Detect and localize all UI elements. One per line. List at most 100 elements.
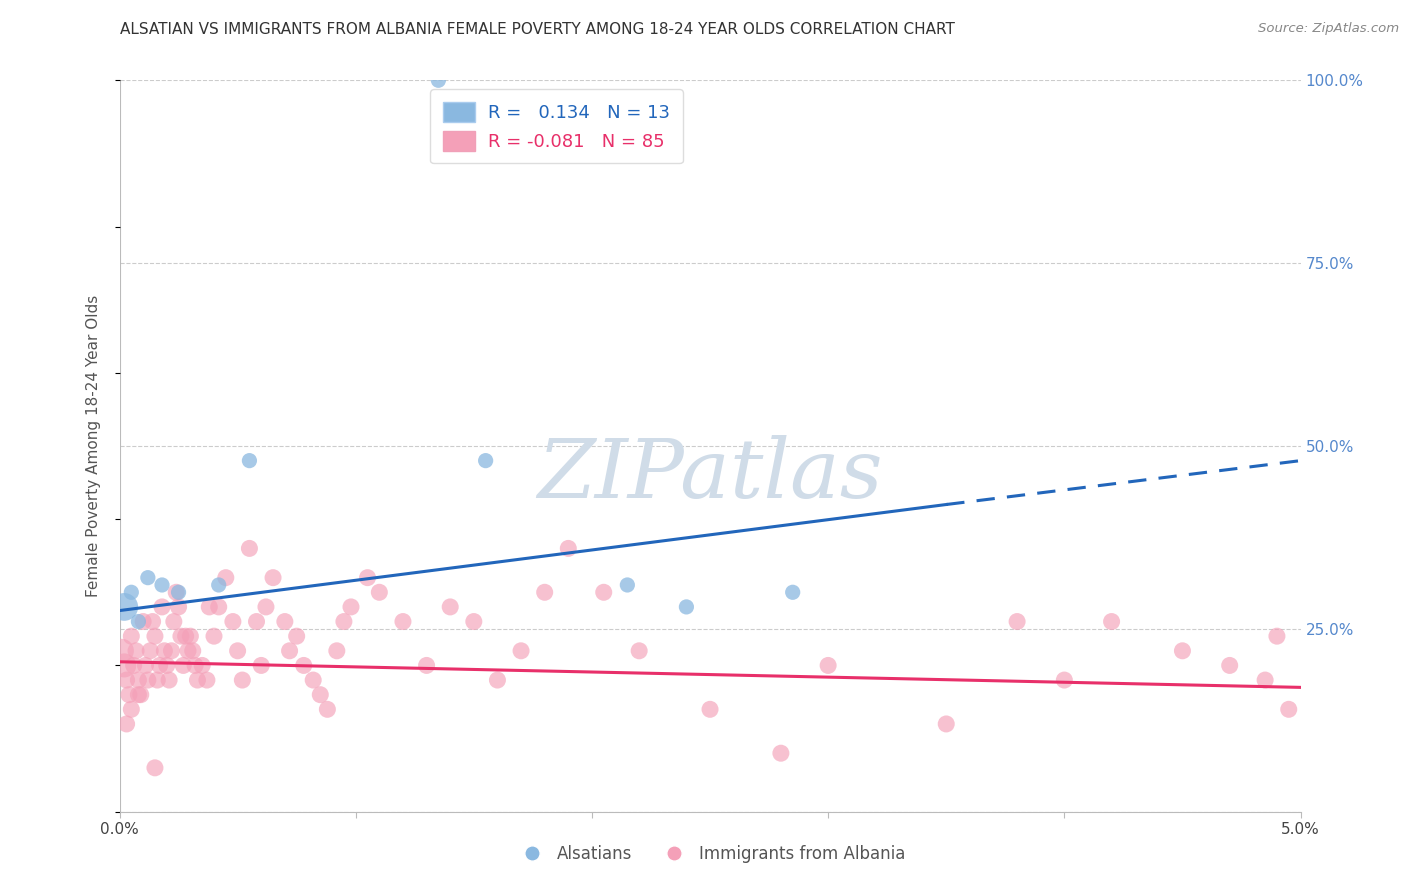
Point (309, 688, 332, 702)
Point (163, 615, 186, 629)
Point (153, 644, 176, 658)
Point (122, 658, 145, 673)
Point (316, 702, 339, 716)
Point (146, 673, 169, 687)
Point (935, 717, 957, 731)
Point (184, 658, 207, 673)
Point (202, 629, 225, 643)
Point (415, 658, 437, 673)
Point (1005, 615, 1028, 629)
Point (127, 615, 149, 629)
Point (136, 673, 159, 687)
Point (172, 658, 194, 673)
Point (302, 673, 325, 687)
Point (127, 688, 149, 702)
Point (186, 673, 208, 687)
Point (165, 585, 187, 599)
Point (817, 658, 839, 673)
Point (238, 541, 260, 556)
Point (333, 615, 356, 629)
Point (274, 615, 297, 629)
Point (254, 599, 277, 614)
Point (1053, 673, 1076, 687)
Point (1278, 702, 1301, 716)
Point (170, 629, 193, 643)
Point (195, 673, 218, 687)
Point (356, 571, 378, 585)
Point (181, 644, 204, 658)
Point (510, 644, 533, 658)
Point (167, 599, 190, 614)
Point (115, 717, 138, 731)
Point (160, 644, 183, 658)
Point (150, 599, 173, 614)
Point (1219, 658, 1241, 673)
Point (245, 615, 267, 629)
Point (132, 615, 155, 629)
Point (557, 541, 579, 556)
Point (238, 453, 260, 467)
Point (392, 615, 415, 629)
Point (125, 644, 148, 658)
Point (278, 644, 301, 658)
Y-axis label: Female Poverty Among 18-24 Year Olds: Female Poverty Among 18-24 Year Olds (86, 295, 101, 597)
Point (179, 629, 201, 643)
Text: ALSATIAN VS IMMIGRANTS FROM ALBANIA FEMALE POVERTY AMONG 18-24 YEAR OLDS CORRELA: ALSATIAN VS IMMIGRANTS FROM ALBANIA FEMA… (120, 22, 955, 37)
Point (486, 673, 509, 687)
Point (142, 615, 165, 629)
Point (115, 673, 138, 687)
Point (120, 585, 142, 599)
Point (222, 615, 245, 629)
Point (250, 658, 273, 673)
Point (149, 658, 172, 673)
Point (136, 571, 159, 585)
Point (439, 599, 461, 614)
Point (326, 644, 349, 658)
Point (177, 644, 200, 658)
Point (156, 658, 179, 673)
Point (699, 702, 721, 716)
Point (675, 599, 697, 614)
Point (782, 585, 804, 599)
Point (592, 585, 614, 599)
Point (118, 688, 141, 702)
Point (174, 629, 197, 643)
Point (120, 702, 142, 716)
Text: Source: ZipAtlas.com: Source: ZipAtlas.com (1258, 22, 1399, 36)
Point (628, 644, 651, 658)
Point (143, 761, 166, 775)
Point (262, 571, 284, 585)
Point (208, 599, 231, 614)
Point (191, 658, 214, 673)
Point (1265, 629, 1288, 643)
Point (226, 644, 249, 658)
Point (427, 73, 450, 87)
Point (292, 658, 315, 673)
Point (139, 644, 162, 658)
Point (208, 578, 231, 592)
Point (533, 585, 555, 599)
Legend: Alsatians, Immigrants from Albania: Alsatians, Immigrants from Albania (509, 838, 911, 869)
Point (150, 578, 173, 592)
Point (463, 615, 485, 629)
Point (134, 658, 156, 673)
Point (1254, 673, 1277, 687)
Point (769, 746, 792, 760)
Point (157, 673, 180, 687)
Point (127, 673, 149, 687)
Point (129, 688, 152, 702)
Text: ZIPatlas: ZIPatlas (537, 435, 883, 516)
Point (215, 571, 238, 585)
Point (474, 453, 496, 467)
Point (1101, 615, 1123, 629)
Point (231, 673, 253, 687)
Point (111, 644, 134, 658)
Point (1171, 644, 1194, 658)
Point (143, 629, 166, 643)
Point (368, 585, 391, 599)
Point (120, 629, 142, 643)
Point (616, 578, 638, 592)
Point (112, 658, 135, 673)
Point (167, 585, 190, 599)
Point (198, 599, 221, 614)
